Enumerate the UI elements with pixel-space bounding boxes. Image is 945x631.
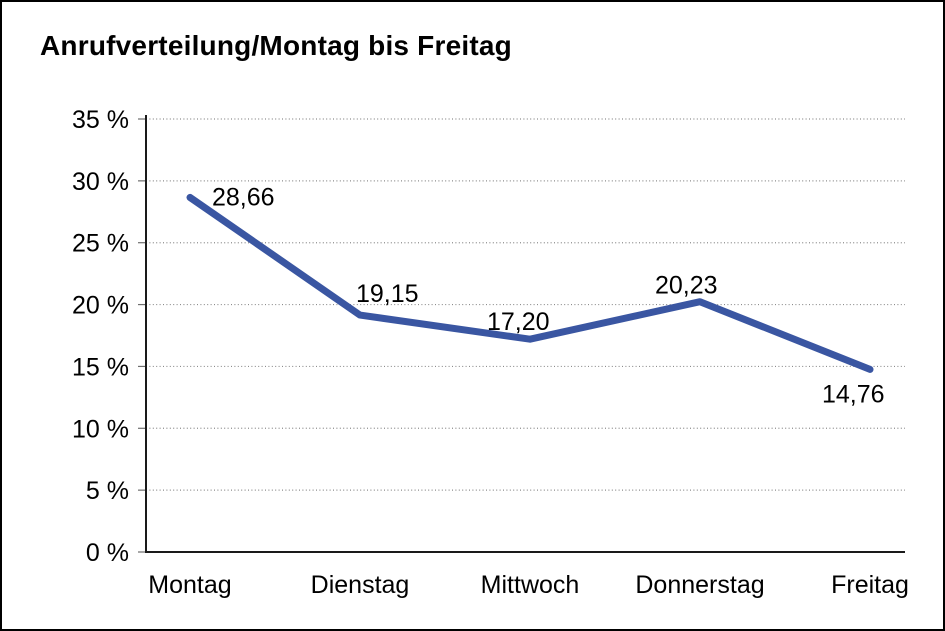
category-label: Montag bbox=[148, 571, 231, 599]
point-label: 17,20 bbox=[487, 308, 550, 336]
data-line bbox=[186, 193, 874, 373]
chart-title: Anrufverteilung/Montag bis Freitag bbox=[40, 30, 512, 61]
y-tick-label: 10 % bbox=[72, 415, 129, 443]
point-label: 28,66 bbox=[212, 183, 275, 211]
y-tick-label: 30 % bbox=[72, 168, 129, 196]
y-tick-label: 25 % bbox=[72, 230, 129, 258]
point-label: 20,23 bbox=[655, 272, 718, 300]
y-tick-label: 35 % bbox=[72, 106, 129, 134]
point-label: 14,76 bbox=[822, 380, 885, 408]
category-label: Mittwoch bbox=[481, 571, 580, 599]
y-tick-label: 20 % bbox=[72, 292, 129, 320]
category-label: Dienstag bbox=[311, 571, 410, 599]
y-tick-label: 0 % bbox=[86, 539, 129, 567]
point-label: 19,15 bbox=[356, 280, 419, 308]
category-label: Freitag bbox=[831, 571, 909, 599]
category-label: Donnerstag bbox=[635, 571, 764, 599]
y-tick-label: 15 % bbox=[72, 353, 129, 381]
y-tick-label: 5 % bbox=[86, 477, 129, 505]
